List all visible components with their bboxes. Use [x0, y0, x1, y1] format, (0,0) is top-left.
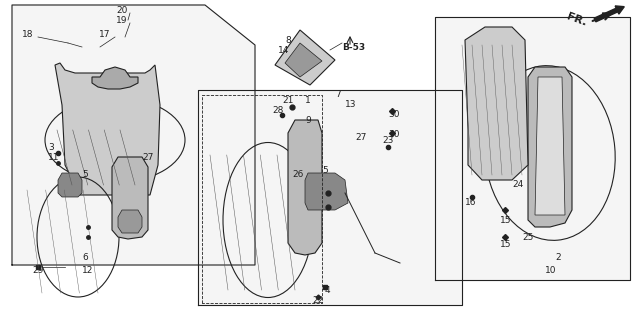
- Text: 25: 25: [522, 233, 533, 242]
- Text: 30: 30: [388, 130, 399, 139]
- Text: 30: 30: [388, 110, 399, 119]
- Polygon shape: [58, 173, 82, 197]
- Text: 29: 29: [32, 266, 44, 275]
- Text: B-53: B-53: [342, 43, 365, 52]
- Polygon shape: [12, 5, 255, 265]
- Polygon shape: [305, 173, 348, 210]
- Text: 9: 9: [305, 116, 311, 125]
- Polygon shape: [535, 77, 565, 215]
- Text: 16: 16: [465, 198, 477, 207]
- Polygon shape: [528, 67, 572, 227]
- Text: 23: 23: [382, 136, 394, 145]
- Text: 22: 22: [312, 296, 323, 305]
- Polygon shape: [55, 63, 160, 195]
- Polygon shape: [465, 27, 528, 180]
- Text: 14: 14: [278, 46, 289, 55]
- Text: 6: 6: [82, 253, 88, 262]
- Polygon shape: [118, 210, 142, 233]
- Text: 7: 7: [335, 90, 340, 99]
- Text: 26: 26: [292, 170, 303, 179]
- Text: 5: 5: [322, 166, 328, 175]
- Text: 17: 17: [99, 30, 111, 39]
- Polygon shape: [112, 157, 148, 239]
- Text: 8: 8: [285, 36, 291, 45]
- Text: 20: 20: [116, 6, 128, 15]
- Text: 27: 27: [142, 153, 154, 162]
- Text: 4: 4: [325, 286, 331, 295]
- Polygon shape: [288, 120, 322, 255]
- Text: 12: 12: [82, 266, 93, 275]
- Text: 5: 5: [82, 170, 88, 179]
- Text: 2: 2: [555, 253, 561, 262]
- Polygon shape: [275, 30, 335, 85]
- Polygon shape: [92, 67, 138, 89]
- FancyArrow shape: [594, 6, 624, 22]
- Text: 15: 15: [500, 240, 511, 249]
- Text: 10: 10: [545, 266, 557, 275]
- Polygon shape: [285, 43, 322, 77]
- Text: 13: 13: [345, 100, 356, 109]
- Text: 24: 24: [512, 180, 524, 189]
- Text: 21: 21: [282, 96, 293, 105]
- Text: 28: 28: [272, 106, 284, 115]
- Polygon shape: [198, 90, 462, 305]
- Text: 15: 15: [500, 216, 511, 225]
- Text: 27: 27: [355, 133, 366, 142]
- Text: FR.: FR.: [566, 12, 588, 28]
- Text: 19: 19: [116, 16, 128, 25]
- Text: 18: 18: [22, 30, 34, 39]
- Text: 3: 3: [48, 143, 54, 152]
- Polygon shape: [435, 17, 630, 280]
- Text: 11: 11: [48, 153, 60, 162]
- Text: 1: 1: [305, 96, 311, 105]
